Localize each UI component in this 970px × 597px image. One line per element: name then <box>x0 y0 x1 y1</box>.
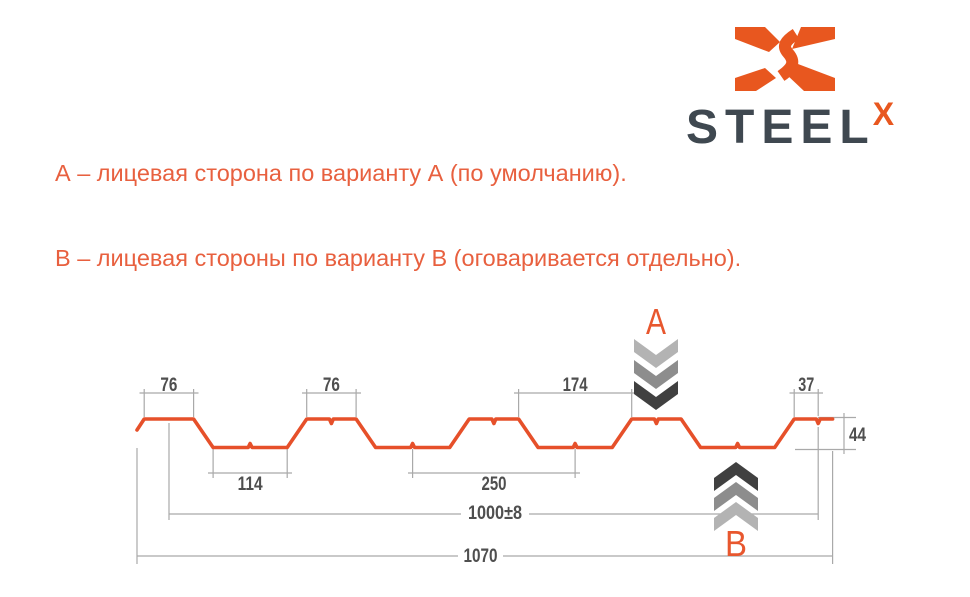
dim-lines-top-flat-left <box>139 389 199 417</box>
dim-label-bottom-flat: 114 <box>238 474 263 495</box>
side-a-letter: A <box>646 301 666 342</box>
dim-lines-edge-overlap <box>789 389 823 417</box>
dim-lines-crest-gap <box>514 389 636 417</box>
logo-center-link <box>777 28 800 81</box>
chevron-up-icon <box>714 462 758 491</box>
dim-label-rib-pitch: 250 <box>482 474 507 495</box>
steelx-logo-icon <box>735 27 835 91</box>
logo-wordmark-text: STEEL <box>686 101 876 154</box>
dim-lines-overall-width <box>136 448 834 564</box>
dim-label-top-flat-left: 76 <box>160 375 177 396</box>
chevron-up-icon <box>714 502 758 531</box>
logo-arm-bottom-left <box>735 68 776 91</box>
dim-lines-rib-pitch <box>408 449 580 478</box>
dimension-lines <box>136 389 856 564</box>
chevron-down-icon <box>634 381 678 410</box>
logo-arm-top-right <box>792 27 835 49</box>
note-variant-a: А – лицевая сторона по варианту А (по ум… <box>55 160 627 186</box>
side-a-marker: A <box>634 301 678 410</box>
dim-lines-working-width <box>168 423 819 520</box>
logo-arm-bottom-right <box>786 64 835 91</box>
dim-label-overall-width: 1070 <box>464 546 498 567</box>
logo-superscript-x: X <box>872 96 895 132</box>
note-variant-b: В – лицевая стороны по варианту В (огова… <box>55 245 742 271</box>
chevron-down-icon <box>634 339 678 368</box>
logo-wordmark: STEELX <box>686 98 894 154</box>
chevron-down-icon <box>634 360 678 389</box>
dim-label-top-flat-second: 76 <box>323 375 340 396</box>
dim-label-profile-height: 44 <box>849 425 866 446</box>
dim-label-edge-overlap: 37 <box>798 375 814 396</box>
side-b-marker: B <box>714 462 758 564</box>
dim-lines-top-flat-second <box>302 389 361 417</box>
dim-label-working-width: 1000±8 <box>468 503 522 524</box>
dimension-labels: 76 76 174 37 114 250 1000±8 1070 44 <box>160 375 866 567</box>
dim-label-crest-gap: 174 <box>563 375 588 396</box>
side-b-letter: B <box>725 523 747 564</box>
dim-lines-bottom-flat <box>208 449 292 478</box>
profile-sheet-outline <box>135 417 835 450</box>
chevron-up-icon <box>714 482 758 511</box>
logo-arm-top-left <box>735 27 780 52</box>
